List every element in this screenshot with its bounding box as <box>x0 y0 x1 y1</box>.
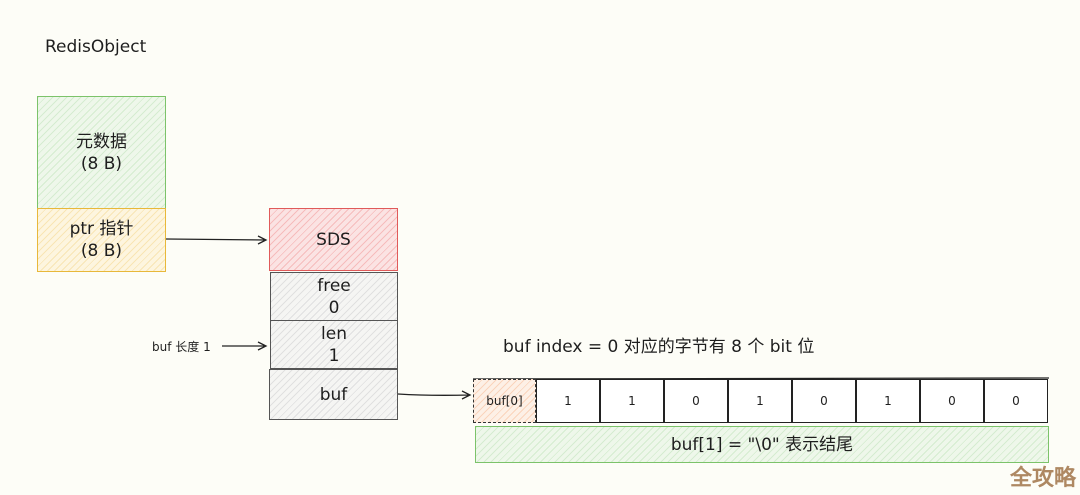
ptr-size: (8 B) <box>80 241 123 261</box>
len-annotation: buf 长度 1 <box>152 340 211 354</box>
bit-cell: 0 <box>792 379 856 423</box>
sds-label: SDS <box>316 229 351 250</box>
buf-label: buf <box>319 384 348 405</box>
bit-cell: 1 <box>728 379 792 423</box>
sds-len-box: len 1 <box>270 320 398 369</box>
sds-header-box: SDS <box>269 208 398 271</box>
terminator-label: buf[1] = "\0" 表示结尾 <box>670 434 854 455</box>
len-label: len <box>321 323 347 344</box>
free-label: free <box>317 275 351 296</box>
ptr-arrow <box>165 235 268 245</box>
free-value: 0 <box>328 297 340 318</box>
sds-buf-box: buf <box>269 369 398 420</box>
buf-arrow <box>397 390 472 400</box>
metadata-box: 元数据 (8 B) <box>37 96 166 209</box>
byte-label-cell: buf[0] <box>473 379 536 423</box>
diagram-title: RedisObject <box>45 37 147 57</box>
terminator-box: buf[1] = "\0" 表示结尾 <box>475 426 1049 463</box>
watermark: 全攻略 <box>1010 466 1077 491</box>
len-arrow <box>222 341 268 351</box>
bit-cell: 0 <box>664 379 728 423</box>
bit-cell: 0 <box>984 379 1048 423</box>
bit-cell: 1 <box>856 379 920 423</box>
metadata-label: 元数据 <box>76 131 127 152</box>
metadata-size: (8 B) <box>80 153 123 174</box>
bit-cell: 1 <box>536 379 600 423</box>
bit-cell: 0 <box>920 379 984 423</box>
len-value: 1 <box>328 345 340 366</box>
ptr-box: ptr 指针 (8 B) <box>37 208 166 272</box>
sds-free-box: free 0 <box>270 272 398 321</box>
bits-caption: buf index = 0 对应的字节有 8 个 bit 位 <box>503 337 815 357</box>
bit-row-top-line <box>472 377 1050 380</box>
ptr-label: ptr 指针 <box>69 219 134 239</box>
bit-cell: 1 <box>600 379 664 423</box>
